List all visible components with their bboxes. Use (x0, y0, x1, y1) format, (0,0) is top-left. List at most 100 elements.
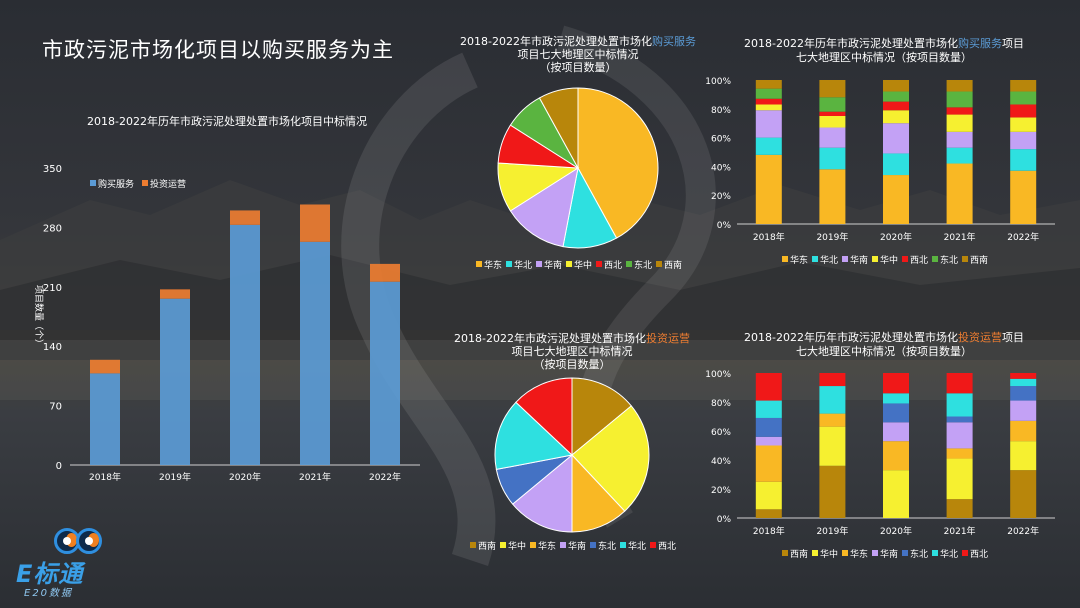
stack-invest-bar-segment (946, 416, 973, 423)
stack-service-bar-segment (1010, 91, 1037, 105)
stack-service-title-line1: 2018-2022年历年市政污泥处理处置市场化购买服务项目 (744, 36, 1024, 50)
annual-bar-invest (160, 289, 190, 299)
pie-service-legend-label: 东北 (634, 259, 652, 271)
logo-main-text: E标通 (16, 560, 84, 588)
stack-invest-bar-segment (883, 422, 909, 442)
pie-service-legend-swatch (626, 261, 632, 267)
stack-invest-legend-label: 华北 (940, 548, 958, 560)
pie-service-slice (538, 87, 579, 169)
pie-invest-legend-label: 西南 (478, 540, 496, 552)
annual-y-axis-label: 项目数量（个） (33, 285, 45, 348)
stack-service-y-tick-label: 20% (711, 192, 731, 202)
stack-invest-y-tick-label: 40% (711, 457, 731, 467)
stack-service-bar-segment (755, 137, 782, 155)
pie-invest-slice (494, 401, 574, 471)
stack-invest-x-tick-label: 2020年 (880, 525, 912, 537)
stack-service-bar-segment (819, 116, 846, 128)
stack-invest-legend-label: 西北 (970, 549, 988, 560)
stack-invest-bar-segment (883, 393, 909, 404)
stack-service-legend-label: 华北 (820, 254, 838, 266)
stack-service-y-tick-label: 100% (705, 77, 731, 87)
pie-service-slice (577, 87, 659, 239)
stack-service-bar-segment (883, 80, 909, 92)
pie-invest-legend-label: 华东 (538, 540, 556, 552)
stack-invest-bar-segment (883, 403, 909, 423)
annual-x-tick-label: 2018年 (89, 471, 121, 483)
stack-service-bar-segment (883, 101, 909, 111)
stack-invest-y-tick-label: 100% (705, 370, 731, 380)
stack-service-legend-swatch (782, 256, 788, 262)
stack-invest-bar-segment (1010, 400, 1037, 421)
stack-invest-legend-swatch (812, 550, 818, 556)
annual-bar-service (230, 224, 260, 465)
stack-service-bar-segment (946, 147, 973, 164)
annual-legend-label: 购买服务 (98, 178, 134, 190)
stack-invest-bar-segment (755, 481, 782, 510)
stack-service-x-tick-label: 2019年 (816, 231, 848, 243)
annual-bar-invest (90, 359, 120, 374)
stack-invest-bar-segment (883, 373, 909, 394)
stack-service-legend-swatch (812, 256, 818, 262)
stack-service-bar-segment (946, 91, 973, 108)
stack-service-bar-segment (755, 110, 782, 138)
stack-service-x-tick-label: 2020年 (880, 231, 912, 243)
stack-invest-legend-swatch (782, 550, 788, 556)
stack-invest-bar-segment (946, 393, 973, 417)
stack-service-bar-segment (883, 123, 909, 154)
pie-invest-legend-swatch (500, 542, 506, 548)
stack-service-bar-segment (946, 114, 973, 132)
stack-service-bar-segment (755, 88, 782, 99)
stack-invest-legend-label: 西南 (790, 548, 808, 560)
pie-service-legend-swatch (506, 261, 512, 267)
stack-service-legend-label: 华东 (790, 254, 808, 266)
annual-x-tick-label: 2020年 (229, 471, 261, 483)
stack-invest-x-tick-label: 2022年 (1007, 525, 1039, 537)
pie-service-title-line1: 2018-2022年市政污泥处理处置市场化购买服务 (460, 34, 696, 48)
pie-service-legend-swatch (566, 261, 572, 267)
pie-service-legend-swatch (536, 261, 542, 267)
pie-service-legend-swatch (596, 261, 602, 267)
pie-invest-legend-swatch (620, 542, 626, 548)
annual-bar-service (90, 373, 120, 465)
stack-invest-legend-swatch (872, 550, 878, 556)
stack-service-legend-label: 西北 (910, 255, 928, 266)
pie-invest-legend-label: 华北 (628, 540, 646, 552)
stack-service-bar-segment (819, 97, 846, 112)
stack-invest-legend-swatch (962, 550, 968, 556)
stack-invest-bar-segment (883, 470, 909, 518)
stack-invest-bar-segment (755, 445, 782, 482)
logo-eye-right-icon (76, 528, 102, 554)
stack-invest-bar-segment (883, 441, 909, 471)
stack-invest-y-tick-label: 60% (711, 428, 731, 438)
stack-service-legend-label: 华南 (850, 254, 868, 266)
stack-invest-x-tick-label: 2019年 (816, 525, 848, 537)
stack-invest-bar-segment (819, 426, 846, 466)
pie-invest-slice (515, 377, 573, 457)
stack-invest-bar-segment (755, 373, 782, 401)
pie-invest-legend-label: 东北 (598, 540, 616, 552)
stack-invest-y-tick-label: 20% (711, 486, 731, 496)
stack-invest-bar-segment (755, 436, 782, 446)
pie-invest-slice (571, 377, 633, 457)
stack-service-bar-segment (819, 127, 846, 148)
stack-service-y-tick-label: 40% (711, 163, 731, 173)
stack-invest-legend-label: 华中 (820, 548, 838, 560)
stack-service-bar-segment (1010, 104, 1037, 118)
annual-y-tick-label: 70 (49, 402, 62, 413)
stack-invest-legend-swatch (932, 550, 938, 556)
pie-invest-slice (511, 453, 573, 533)
stack-invest-bar-segment (946, 422, 973, 449)
stack-service-bar-segment (755, 104, 782, 111)
stack-invest-bar-segment (946, 458, 973, 500)
stack-invest-bar-segment (1010, 420, 1037, 442)
stack-invest-bar-segment (755, 400, 782, 418)
pie-invest-legend-label: 华南 (568, 540, 586, 552)
pie-invest-legend-swatch (470, 542, 476, 548)
annual-legend-label: 投资运营 (150, 178, 186, 190)
stack-invest-x-tick-label: 2018年 (753, 525, 785, 537)
stack-service-bar-segment (819, 147, 846, 170)
stack-invest-bar-segment (1010, 441, 1037, 471)
stack-service-legend-swatch (872, 256, 878, 262)
stack-invest-legend-swatch (902, 550, 908, 556)
